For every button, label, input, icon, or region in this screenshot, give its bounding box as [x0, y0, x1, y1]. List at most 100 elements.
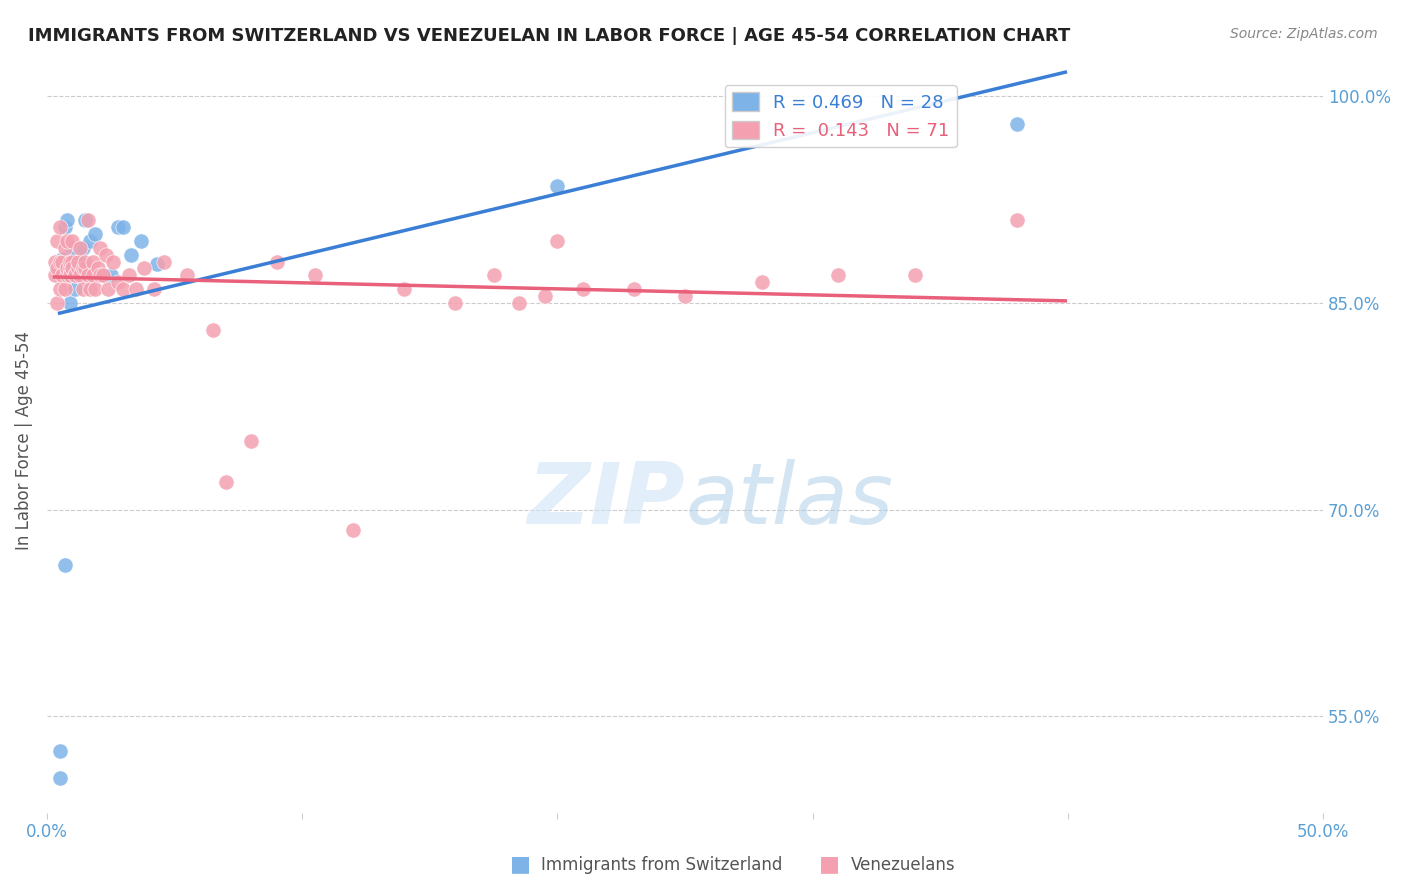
Point	[112, 282, 135, 296]
Point	[673, 289, 696, 303]
Point	[623, 282, 645, 296]
Point	[72, 241, 94, 255]
Point	[91, 268, 114, 283]
Point	[112, 220, 135, 235]
Text: Immigrants from Switzerland: Immigrants from Switzerland	[541, 856, 783, 874]
Point	[66, 268, 89, 283]
Point	[75, 213, 97, 227]
Point	[508, 296, 530, 310]
Point	[66, 261, 89, 276]
Point	[63, 282, 86, 296]
Text: Venezuelans: Venezuelans	[851, 856, 955, 874]
Point	[103, 254, 125, 268]
Point	[482, 268, 505, 283]
Point	[56, 268, 79, 283]
Point	[79, 234, 101, 248]
Point	[59, 261, 82, 276]
Point	[56, 261, 79, 276]
Y-axis label: In Labor Force | Age 45-54: In Labor Force | Age 45-54	[15, 331, 32, 550]
Text: ZIP: ZIP	[527, 458, 685, 541]
Text: Source: ZipAtlas.com: Source: ZipAtlas.com	[1230, 27, 1378, 41]
Point	[48, 744, 70, 758]
Point	[100, 268, 122, 283]
Point	[266, 254, 288, 268]
Point	[48, 282, 70, 296]
Point	[62, 241, 84, 255]
Point	[48, 220, 70, 235]
Point	[59, 254, 82, 268]
Point	[63, 268, 86, 283]
Point	[572, 282, 595, 296]
Point	[59, 268, 82, 283]
Text: ■: ■	[510, 855, 530, 874]
Point	[533, 289, 555, 303]
Point	[153, 254, 176, 268]
Point	[62, 254, 84, 268]
Point	[214, 475, 236, 489]
Point	[48, 772, 70, 786]
Point	[63, 247, 86, 261]
Point	[107, 220, 129, 235]
Point	[125, 282, 148, 296]
Point	[46, 234, 69, 248]
Point	[751, 275, 773, 289]
Point	[51, 252, 73, 266]
Point	[44, 254, 66, 268]
Point	[59, 296, 82, 310]
Point	[1005, 213, 1028, 227]
Point	[89, 241, 111, 255]
Point	[53, 220, 76, 235]
Point	[143, 282, 166, 296]
Point	[44, 268, 66, 283]
Point	[46, 261, 69, 276]
Point	[76, 213, 98, 227]
Point	[117, 268, 139, 283]
Point	[62, 261, 84, 276]
Point	[53, 241, 76, 255]
Point	[82, 268, 104, 283]
Legend: R = 0.469   N = 28, R =  0.143   N = 71: R = 0.469 N = 28, R = 0.143 N = 71	[724, 85, 956, 147]
Point	[91, 268, 114, 283]
Point	[76, 268, 98, 283]
Point	[72, 261, 94, 276]
Point	[46, 296, 69, 310]
Point	[56, 234, 79, 248]
Point	[59, 254, 82, 268]
Point	[89, 268, 111, 283]
Point	[546, 178, 568, 193]
Point	[827, 268, 849, 283]
Point	[62, 234, 84, 248]
Point	[56, 213, 79, 227]
Point	[304, 268, 326, 283]
Point	[1005, 117, 1028, 131]
Point	[120, 247, 142, 261]
Text: ■: ■	[820, 855, 839, 874]
Point	[53, 558, 76, 572]
Point	[51, 268, 73, 283]
Point	[62, 254, 84, 268]
Point	[66, 254, 89, 268]
Point	[48, 254, 70, 268]
Point	[94, 247, 117, 261]
Point	[107, 275, 129, 289]
Text: IMMIGRANTS FROM SWITZERLAND VS VENEZUELAN IN LABOR FORCE | AGE 45-54 CORRELATION: IMMIGRANTS FROM SWITZERLAND VS VENEZUELA…	[28, 27, 1070, 45]
Point	[82, 254, 104, 268]
Point	[87, 261, 110, 276]
Point	[342, 524, 364, 538]
Point	[69, 268, 91, 283]
Point	[201, 323, 224, 337]
Point	[56, 268, 79, 283]
Point	[84, 282, 107, 296]
Point	[63, 268, 86, 283]
Point	[72, 282, 94, 296]
Point	[145, 257, 167, 271]
Point	[904, 268, 927, 283]
Point	[394, 282, 416, 296]
Point	[132, 261, 155, 276]
Point	[97, 282, 120, 296]
Point	[69, 254, 91, 268]
Point	[240, 434, 263, 448]
Point	[546, 234, 568, 248]
Point	[53, 282, 76, 296]
Point	[79, 282, 101, 296]
